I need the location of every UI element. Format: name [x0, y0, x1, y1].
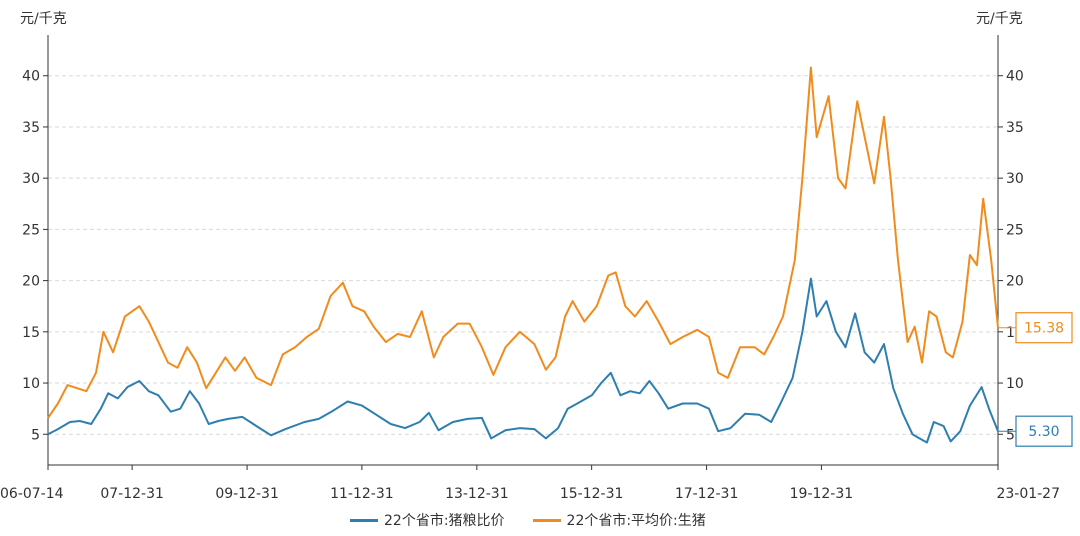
y-tick-label-left: 30	[22, 171, 40, 187]
y-tick-label-left: 20	[22, 274, 40, 290]
callout-value: 5.30	[1028, 424, 1059, 440]
y-tick-label-left: 5	[31, 427, 40, 443]
y-tick-label-right: 5	[1006, 427, 1015, 443]
y-axis-unit-left: 元/千克	[20, 11, 67, 27]
y-tick-label-right: 30	[1006, 171, 1024, 187]
x-tick-label: 06-07-14	[0, 486, 64, 502]
legend-item-ratio[interactable]: 22个省市:猪粮比价	[350, 510, 505, 530]
x-tick-label: 07-12-31	[100, 486, 164, 502]
x-tick-label: 17-12-31	[675, 486, 739, 502]
y-tick-label-left: 10	[22, 376, 40, 392]
series-layer	[47, 66, 999, 444]
grid	[48, 75, 998, 435]
legend-swatch-price	[532, 518, 561, 522]
series-line-0	[47, 277, 999, 444]
x-tick-label: 19-12-31	[790, 486, 854, 502]
x-tick-label: 11-12-31	[330, 486, 394, 502]
y-tick-label-left: 35	[22, 120, 40, 136]
legend-label-ratio: 22个省市:猪粮比价	[384, 513, 505, 529]
x-tick-label: 13-12-31	[445, 486, 509, 502]
y-tick-label-left: 15	[22, 325, 40, 341]
callout-box	[1015, 415, 1073, 447]
x-tick-label: 09-12-31	[215, 486, 279, 502]
legend-label-price: 22个省市:平均价:生猪	[566, 513, 706, 529]
legend-swatch-ratio	[350, 518, 378, 522]
y-tick-label-right: 10	[1006, 376, 1024, 392]
callout-box	[1015, 312, 1073, 344]
y-tick-label-left: 40	[22, 69, 40, 85]
series-line-1	[47, 66, 999, 419]
y-tick-label-right: 20	[1006, 274, 1024, 290]
callout-value: 15.38	[1024, 321, 1064, 337]
y-tick-label-right: 25	[1006, 222, 1024, 238]
x-tick-label: 15-12-31	[560, 486, 624, 502]
y-axis-unit-right: 元/千克	[976, 11, 1023, 27]
legend: 22个省市:猪粮比价 22个省市:平均价:生猪	[350, 510, 706, 530]
callouts: 5.30 15.38	[998, 312, 1073, 447]
y-tick-label-right: 35	[1006, 120, 1024, 136]
x-tick-label: 23-01-27	[996, 486, 1060, 502]
y-tick-label-left: 25	[22, 222, 40, 238]
legend-item-price[interactable]: 22个省市:平均价:生猪	[532, 510, 706, 530]
y-tick-label-right: 40	[1006, 69, 1024, 85]
